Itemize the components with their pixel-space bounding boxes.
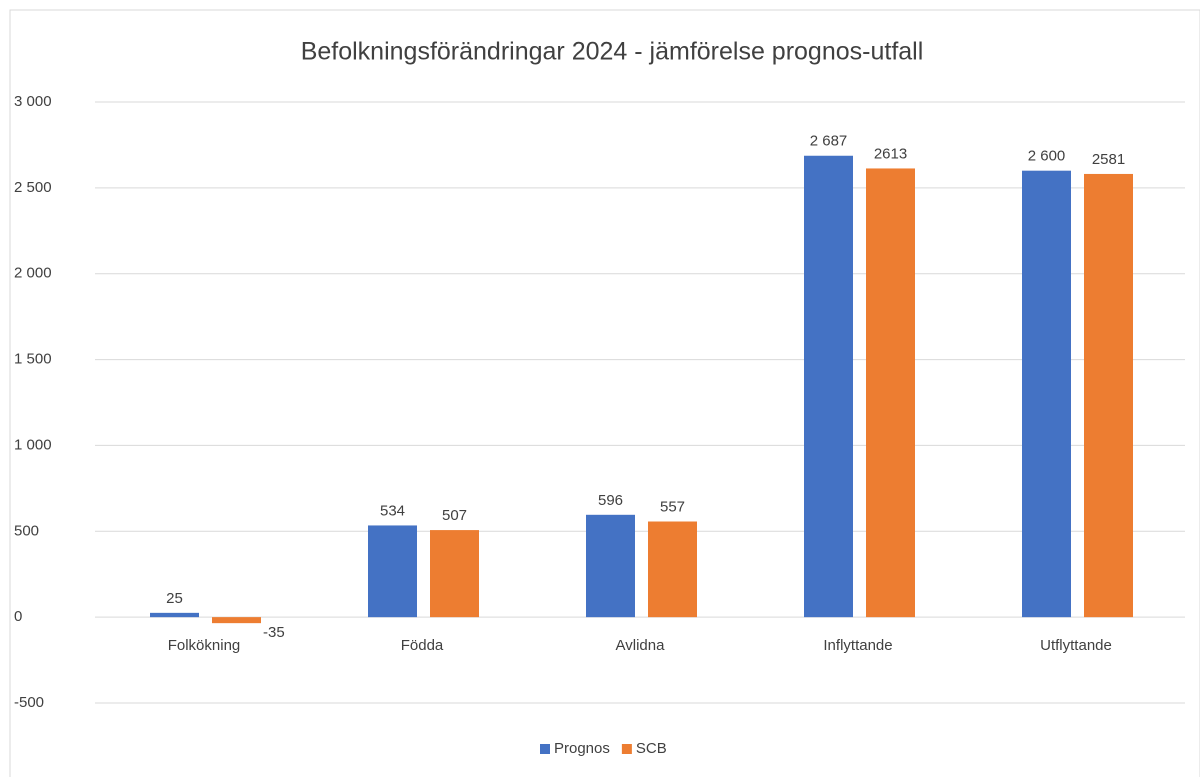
- bar: [866, 168, 915, 618]
- y-tick-label: -500: [14, 694, 44, 711]
- bar: [586, 514, 635, 618]
- y-tick-label: 1 000: [14, 436, 52, 453]
- value-label: 2613: [874, 145, 907, 162]
- bar: [1084, 173, 1133, 618]
- value-label: 596: [598, 492, 623, 509]
- value-label: 2 687: [810, 133, 848, 150]
- value-label: 2 600: [1028, 148, 1066, 165]
- value-label: 534: [380, 502, 405, 519]
- y-tick-label: 3 000: [14, 93, 52, 110]
- chart-border: [9, 9, 1200, 777]
- y-tick-label: 2 000: [14, 265, 52, 282]
- value-label: 507: [442, 507, 467, 524]
- value-label: 25: [166, 590, 183, 607]
- y-tick-label: 0: [14, 608, 22, 625]
- chart-title: Befolkningsförändringar 2024 - jämförels…: [301, 38, 924, 66]
- legend-label: Prognos: [554, 740, 610, 757]
- legend-swatch: [621, 744, 632, 754]
- bar: [1022, 170, 1071, 618]
- x-tick-label: Födda: [401, 637, 444, 654]
- value-label: 557: [660, 498, 685, 515]
- bar: [212, 617, 261, 624]
- bar: [430, 530, 479, 618]
- legend-swatch: [540, 744, 550, 754]
- y-tick-label: 2 500: [14, 179, 52, 196]
- bar: [648, 521, 697, 618]
- y-tick-label: 1 500: [14, 351, 52, 368]
- x-tick-label: Avlidna: [616, 637, 666, 654]
- x-tick-label: Utflyttande: [1040, 637, 1112, 654]
- value-label: -35: [263, 624, 285, 641]
- x-tick-label: Inflyttande: [823, 637, 892, 654]
- bar: [150, 612, 199, 618]
- legend-label: SCB: [636, 740, 667, 757]
- y-tick-label: 500: [14, 522, 39, 539]
- x-tick-label: Folkökning: [168, 637, 241, 654]
- bar: [368, 525, 417, 618]
- value-label: 2581: [1092, 151, 1125, 168]
- bar: [804, 155, 853, 618]
